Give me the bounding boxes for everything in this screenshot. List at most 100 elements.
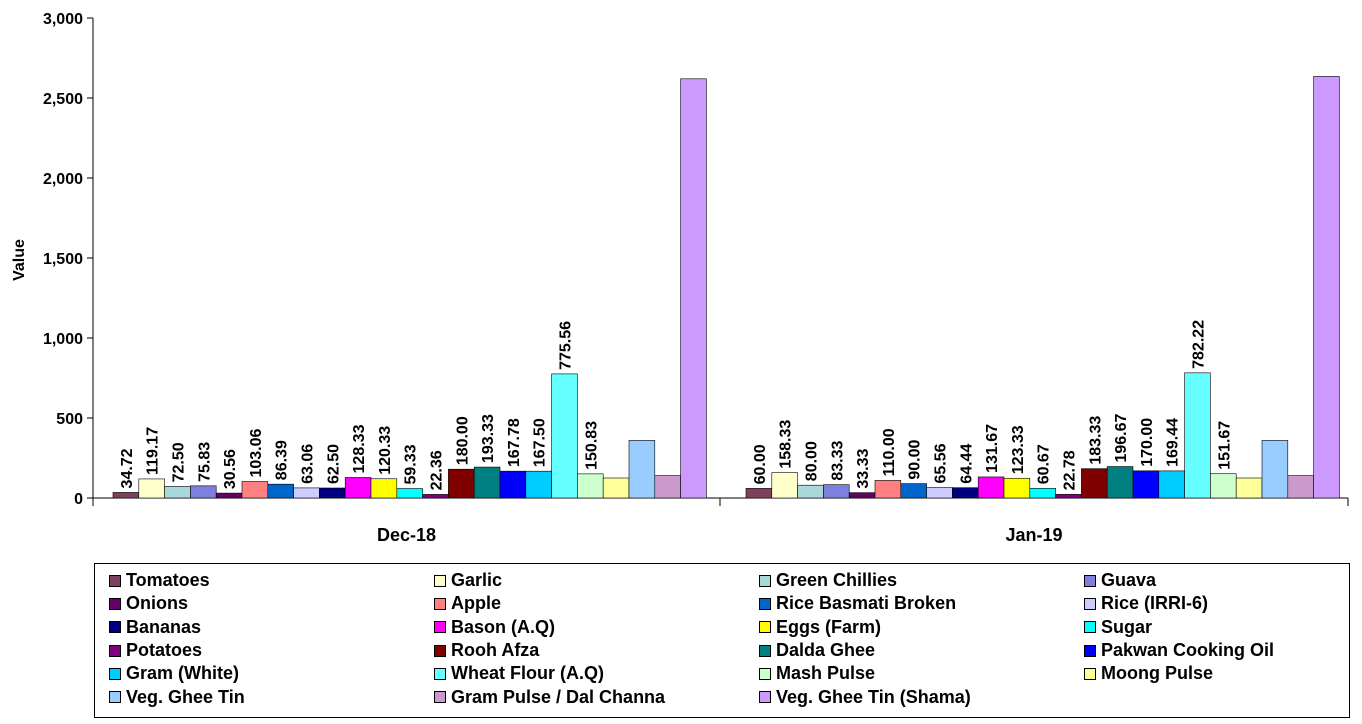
bar-data-label: 193.33 [480,414,497,463]
legend-label: Tomatoes [126,570,210,591]
bar [525,470,552,499]
legend-item: Pakwan Cooking Oil [1084,639,1354,662]
bar-data-label: 150.83 [583,421,600,470]
legend-item: Bason (A.Q) [434,616,759,639]
bar [138,478,165,499]
legend-label: Mash Pulse [776,663,876,684]
legend-swatch [109,597,121,610]
bar [848,492,876,499]
bar-data-label: 782.22 [1191,320,1208,369]
bar-data-label: 196.67 [1113,413,1130,462]
legend-label: Guava [1101,570,1157,591]
legend-item: Sugar [1084,616,1354,639]
legend-label: Bananas [126,616,202,637]
bar-data-label: 72.50 [171,442,188,482]
legend-label: Rooh Afza [451,640,540,661]
legend-item: Potatoes [109,639,434,662]
legend-label: Rice (IRRI-6) [1101,593,1209,614]
bar [1210,473,1237,499]
bar [396,488,423,499]
legend-item: Green Chillies [759,569,1084,592]
bar [1132,470,1160,499]
bar-data-label: 158.33 [778,420,795,469]
bar [977,476,1005,499]
legend-grid: Tomatoes Garlic Green Chillies Guava Onions A… [109,569,1354,709]
legend-item: Mash Pulse [759,662,1084,685]
legend-label: Rice Basmati Broken [776,593,957,614]
bar-data-label: 86.39 [274,440,291,480]
bar [797,484,824,499]
legend-label: Gram Pulse / Dal Channa [451,686,666,707]
bar [771,472,798,499]
legend-swatch [1084,597,1096,610]
legend-label: Gram (White) [126,663,240,684]
bar-data-label: 64.44 [958,444,975,484]
bar-data-label: 62.50 [325,444,342,484]
bar [1235,477,1263,499]
legend-swatch [759,621,771,634]
legend-label: Wheat Flour (A.Q) [451,663,604,684]
bar-data-label: 22.78 [1062,450,1079,490]
bar [164,486,191,499]
legend-swatch [759,597,771,610]
legend-label: Bason (A.Q) [451,616,556,637]
bar [448,468,475,499]
bar [1313,76,1340,499]
bar [952,487,979,499]
legend-item: Garlic [434,569,759,592]
legend-label: Sugar [1101,616,1153,637]
bar [499,470,527,499]
legend-swatch [434,621,446,634]
bar [1158,470,1185,499]
legend-swatch [1084,621,1096,634]
bar-data-label: 30.56 [222,449,239,489]
y-tick-label: 0 [74,491,83,508]
bar-data-label: 151.67 [1216,421,1233,470]
bar-data-label: 75.83 [196,442,213,482]
bar-data-label: 80.00 [804,441,821,481]
legend-item: Gram Pulse / Dal Channa [434,685,759,708]
bar-data-label: 119.17 [145,427,162,475]
legend-item: Gram (White) [109,662,434,685]
legend-item: Onions [109,592,434,615]
legend-swatch [109,574,121,587]
bar-data-label: 180.00 [454,416,471,465]
y-tick-label: 500 [56,411,83,428]
bar [190,485,217,499]
bar [602,477,630,499]
legend-swatch [434,574,446,587]
legend-item: Rice Basmati Broken [759,592,1084,615]
bar [823,484,850,499]
chart-data-labels: 34.72 119.17 72.50 75.83 30.56 103.06 86.39 63.… [119,320,1233,491]
y-tick-label: 3,000 [43,11,83,28]
bar [422,494,449,499]
chart-bars [112,76,1340,499]
legend-item: Apple [434,592,759,615]
legend-label: Onions [126,593,188,614]
legend-swatch [109,644,121,657]
legend-swatch [759,644,771,657]
bar-data-label: 65.56 [933,443,950,483]
bar [370,478,398,499]
legend-label: Garlic [451,570,503,591]
legend-item: Veg. Ghee Tin [109,685,434,708]
bar [293,487,320,499]
y-tick-label: 1,000 [43,331,83,348]
bar-data-label: 63.06 [300,444,317,484]
x-category-label: Dec-18 [377,525,436,545]
x-category-label: Jan-19 [1005,525,1062,545]
legend-item: Dalda Ghee [759,639,1084,662]
y-tick-label: 2,000 [43,171,83,188]
bar-data-label: 169.44 [1165,418,1182,467]
legend-swatch [434,597,446,610]
bar-data-label: 60.67 [1036,444,1053,484]
legend-swatch [434,691,446,704]
bar-data-label: 103.06 [248,428,265,477]
bar-data-label: 123.33 [1010,425,1027,474]
bar [680,78,707,499]
legend-swatch [759,574,771,587]
bar [1184,372,1211,499]
legend-swatch [1084,644,1096,657]
bar-data-label: 60.00 [752,444,769,484]
legend-label: Veg. Ghee Tin [126,686,245,707]
